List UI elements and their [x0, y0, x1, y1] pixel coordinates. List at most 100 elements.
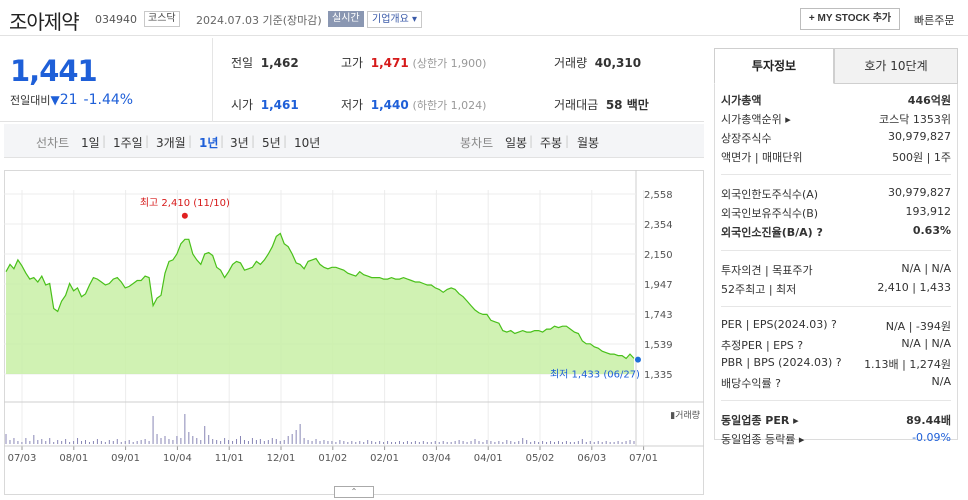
tab-weekly-candle[interactable]: 주봉 [540, 136, 563, 150]
y-tick-label: 1,539 [644, 340, 673, 351]
candle-chart-label: 봉차트 [460, 136, 494, 150]
prev-close-label: 전일 [231, 56, 254, 70]
y-tick-label: 1,947 [644, 280, 673, 291]
x-tick-label: 03/04 [422, 453, 451, 464]
x-tick-label: 05/02 [526, 453, 555, 464]
divider: | [145, 134, 150, 148]
tab-1week[interactable]: 1주일 [113, 136, 143, 150]
info-key: 상장주식수 [721, 132, 772, 145]
tab-5years[interactable]: 5년 [262, 136, 281, 150]
info-value: 30,979,827 [888, 130, 951, 143]
down-arrow-icon: ▼ [50, 93, 60, 107]
upper-limit: (상한가 1,900) [412, 57, 487, 70]
tab-daily-candle[interactable]: 일봉 [505, 136, 528, 150]
info-key[interactable]: 동일업종 등락률 ▸ [721, 433, 805, 446]
divider: | [102, 134, 107, 148]
tab-1year[interactable]: 1년 [199, 136, 219, 150]
low-label: 저가 [341, 98, 364, 112]
info-value: N/A | -394원 [885, 320, 951, 333]
low-value: 1,440 [370, 98, 409, 112]
x-tick-label: 12/01 [267, 453, 296, 464]
volume-legend-label: ▮거래량 [670, 409, 700, 421]
divider: | [529, 134, 534, 148]
price-chart-svg: 2,558 2,354 2,150 1,947 1,743 1,539 1,335 07/03… [4, 170, 704, 495]
x-tick-label: 02/01 [370, 453, 399, 464]
change-label: 전일대비 [10, 94, 51, 107]
divider: | [565, 134, 570, 148]
x-tick-label: 09/01 [111, 453, 140, 464]
stock-header: 조아제약 034940 코스닥 2024.07.03 기준(장마감) 실시간 기… [0, 0, 968, 36]
live-badge[interactable]: 실시간 [328, 11, 364, 27]
quick-order-link[interactable]: 빠른주문 [914, 14, 955, 27]
lower-limit: (하한가 1,024) [412, 99, 487, 112]
y-tick-label: 1,743 [644, 310, 673, 321]
info-key: 시가총액 [721, 94, 762, 107]
info-key[interactable]: 추정PER | EPS ? [721, 339, 804, 352]
volume-value: 40,310 [594, 56, 642, 70]
section-divider [721, 306, 951, 307]
info-key[interactable]: 배당수익률 ? [721, 377, 781, 390]
x-tick-label: 07/01 [629, 453, 658, 464]
info-value: N/A | N/A [901, 337, 951, 350]
tab-monthly-candle[interactable]: 월봉 [577, 136, 600, 150]
current-price: 1,441 [10, 54, 98, 88]
info-value: 30,979,827 [888, 186, 951, 199]
base-date: 2024.07.03 기준(장마감) [196, 14, 322, 27]
volume: 거래량 40,310 [554, 54, 641, 71]
high-price: 고가 1,471 (상한가 1,900) [341, 54, 486, 71]
chart-range-slider-handle[interactable]: ⌃ [334, 486, 374, 498]
company-overview-dropdown[interactable]: 기업개요 ▾ [367, 11, 422, 28]
info-key[interactable]: PER | EPS(2024.03) ? [721, 318, 837, 331]
y-tick-label: 2,354 [644, 220, 673, 231]
price-chart[interactable]: 2,558 2,354 2,150 1,947 1,743 1,539 1,335 07/03… [4, 160, 704, 500]
high-value: 1,471 [370, 56, 409, 70]
add-my-stock-button[interactable]: + MY STOCK 추가 [800, 8, 900, 30]
section-divider [721, 174, 951, 175]
divider: | [188, 134, 193, 148]
y-tick-label: 2,558 [644, 190, 673, 201]
info-value: 1.13배 | 1,274원 [864, 358, 951, 371]
tab-investment-info[interactable]: 투자정보 [714, 48, 834, 84]
info-key: 외국인한도주식수(A) [721, 188, 819, 201]
tab-order-book[interactable]: 호가 10단계 [834, 48, 958, 84]
info-tabs: 투자정보 호가 10단계 [714, 48, 958, 84]
x-tick-label: 11/01 [215, 453, 244, 464]
y-tick-label: 1,335 [644, 370, 673, 381]
info-key[interactable]: 시가총액순위 ▸ [721, 113, 791, 126]
amount-value: 58 백만 [605, 98, 649, 112]
tab-1day[interactable]: 1일 [81, 136, 100, 150]
info-key: 52주최고 | 최저 [721, 283, 797, 296]
price-area [6, 233, 634, 374]
info-key[interactable]: 동일업종 PER ▸ [721, 414, 799, 427]
open-price: 시가 1,461 [231, 96, 299, 113]
section-divider [721, 400, 951, 401]
trade-amount: 거래대금 58 백만 [554, 96, 649, 113]
tab-10years[interactable]: 10년 [294, 136, 321, 150]
min-annotation: 최저 1,433 (06/27) [550, 369, 640, 381]
price-summary: 1,441 전일대비▼21 -1.44% 전일 1,462 고가 1,471 (상… [0, 38, 704, 122]
info-key: 액면가 | 매매단위 [721, 151, 803, 164]
x-tick-label: 06/03 [577, 453, 606, 464]
x-tick-label: 01/02 [318, 453, 347, 464]
info-key[interactable]: PBR | BPS (2024.03) ? [721, 356, 842, 369]
info-value: 500원 | 1주 [892, 151, 951, 164]
market-badge: 코스닥 [144, 11, 180, 27]
info-value: 0.63% [912, 224, 951, 237]
info-value: N/A [931, 375, 951, 388]
x-tick-label: 10/04 [163, 453, 192, 464]
max-point-dot [181, 212, 188, 219]
tab-3months[interactable]: 3개월 [156, 136, 186, 150]
info-value: -0.09% [912, 431, 951, 444]
tab-3years[interactable]: 3년 [230, 136, 249, 150]
stock-code: 034940 [95, 13, 137, 26]
line-chart-label: 선차트 [36, 136, 70, 150]
prev-close-value: 1,462 [260, 56, 299, 70]
max-annotation: 최고 2,410 (11/10) [140, 197, 230, 209]
stock-name: 조아제약 [9, 10, 80, 34]
info-value: 코스닥 1353위 [879, 113, 951, 126]
price-line [5, 232, 635, 360]
y-tick-label: 2,150 [644, 250, 673, 261]
info-key[interactable]: 외국인소진율(B/A) ? [721, 226, 823, 239]
min-point-dot [634, 356, 641, 363]
section-divider [721, 250, 951, 251]
